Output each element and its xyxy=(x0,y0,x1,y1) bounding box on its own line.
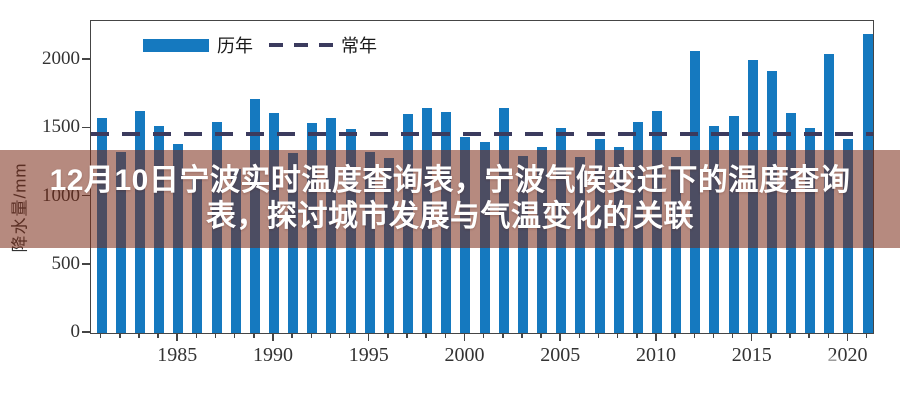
y-tick-mark xyxy=(82,331,90,333)
x-tick-mark xyxy=(597,333,600,338)
x-tick-mark xyxy=(99,333,102,338)
x-tick-label: 2000 xyxy=(444,344,485,366)
normal-value-dashed-line xyxy=(91,131,873,136)
x-tick-mark xyxy=(808,333,810,338)
x-tick-mark xyxy=(329,333,332,338)
x-tick-mark xyxy=(214,333,217,338)
x-tick-mark xyxy=(521,333,523,338)
x-tick-mark xyxy=(233,333,236,338)
x-tick-mark xyxy=(789,333,791,338)
watermark-mark xyxy=(676,361,714,383)
x-tick-mark xyxy=(291,333,293,338)
x-tick-mark xyxy=(502,333,504,338)
y-tick-mark xyxy=(82,58,90,61)
x-tick-mark xyxy=(540,333,542,338)
x-tick-mark xyxy=(712,333,715,338)
bar-1986 xyxy=(192,178,203,333)
legend-bar-swatch-icon xyxy=(143,38,209,52)
x-tick-mark xyxy=(674,333,676,338)
x-tick-mark xyxy=(463,333,466,341)
x-tick-mark xyxy=(616,333,619,338)
watermark-mark xyxy=(719,366,759,388)
banner-title-line1: 12月10日宁波实时温度查询表，宁波气候变迁下的温度查询 xyxy=(49,164,851,197)
x-tick-label: 2010 xyxy=(635,344,676,366)
y-tick-label: 1500 xyxy=(42,116,80,138)
x-tick-mark xyxy=(348,333,351,338)
y-tick-mark xyxy=(82,126,90,129)
x-tick-mark xyxy=(367,333,370,341)
title-banner: 12月10日宁波实时温度查询表，宁波气候变迁下的温度查询 表，探讨城市发展与气温… xyxy=(0,150,900,248)
watermark xyxy=(660,350,860,398)
x-tick-mark xyxy=(750,333,753,341)
x-tick-mark xyxy=(195,333,198,338)
x-tick-label: 1985 xyxy=(157,344,198,366)
watermark-mark xyxy=(765,360,803,384)
x-tick-mark xyxy=(387,333,389,338)
x-tick-mark xyxy=(693,333,695,338)
x-tick-mark xyxy=(731,333,734,338)
x-tick-label: 2005 xyxy=(540,344,581,366)
x-tick-label: 1990 xyxy=(252,344,293,366)
x-tick-label: 2015 xyxy=(731,344,772,366)
legend-label-normal: 常年 xyxy=(341,36,377,56)
x-tick-mark xyxy=(406,333,408,338)
x-tick-label: 1995 xyxy=(348,344,389,366)
y-tick-mark xyxy=(82,263,90,265)
x-tick-mark xyxy=(827,333,830,338)
x-tick-mark xyxy=(272,333,274,341)
x-tick-mark xyxy=(138,333,140,338)
legend: 历年 常年 xyxy=(143,32,377,58)
x-tick-mark xyxy=(119,333,121,338)
x-tick-mark xyxy=(559,333,561,341)
x-tick-mark xyxy=(578,333,581,338)
x-tick-mark xyxy=(636,333,638,338)
x-tick-mark xyxy=(310,333,312,338)
x-tick-mark xyxy=(444,333,447,338)
x-tick-mark xyxy=(865,333,868,338)
x-tick-mark xyxy=(770,333,772,338)
watermark-mark xyxy=(806,353,844,377)
x-tick-mark xyxy=(157,333,159,338)
x-tick-mark xyxy=(176,333,178,341)
banner-title-line2: 表，探讨城市发展与气温变化的关联 xyxy=(206,200,694,233)
legend-dash-swatch-icon xyxy=(269,43,333,47)
x-tick-mark xyxy=(655,333,657,341)
x-tick-mark xyxy=(482,333,485,338)
x-tick-mark xyxy=(425,333,427,338)
x-tick-mark xyxy=(846,333,849,341)
bar-1988 xyxy=(230,169,241,333)
y-tick-label: 0 xyxy=(70,321,81,342)
y-tick-label: 500 xyxy=(51,252,81,274)
y-tick-label: 2000 xyxy=(42,48,80,70)
x-tick-mark xyxy=(253,333,255,338)
legend-label-historical: 历年 xyxy=(217,36,253,56)
